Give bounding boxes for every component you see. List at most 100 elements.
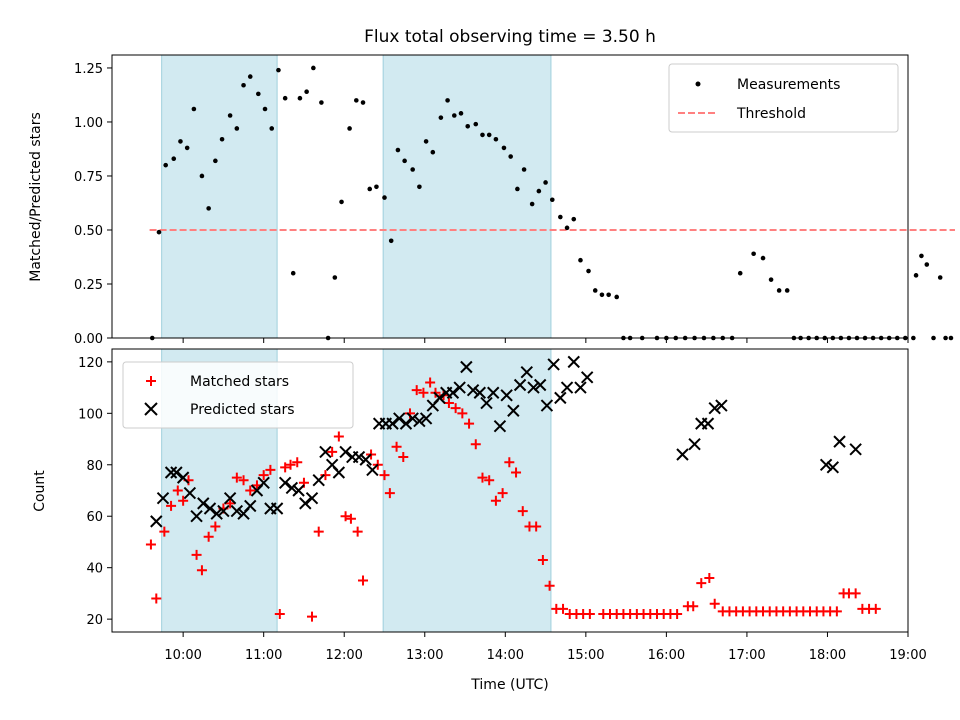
predicted-star-point	[819, 458, 833, 471]
predicted-star-point	[197, 497, 210, 510]
legend-matched-label: Matched stars	[190, 374, 289, 390]
bottom-y-axis: 20 40 60 80 100 120	[78, 356, 112, 628]
bottom-legend-box	[122, 361, 354, 429]
measurement-point	[543, 180, 548, 185]
matched-star-point	[340, 511, 351, 522]
matched-star-point	[464, 418, 475, 429]
x-tick-label: 10:00	[164, 648, 201, 663]
measurement-point	[262, 106, 268, 112]
measurement-point	[184, 145, 190, 151]
predicted-star-point	[299, 497, 312, 510]
predicted-star-point	[393, 412, 406, 425]
matched-star-point	[477, 472, 488, 483]
matched-star-point	[696, 578, 707, 589]
predicted-star-point	[319, 445, 332, 459]
x-tick-label: 14:00	[487, 648, 524, 663]
measurement-point	[564, 225, 570, 231]
matched-star-point	[470, 439, 481, 450]
matched-star-point	[391, 441, 402, 452]
predicted-star-point	[460, 360, 473, 374]
predicted-star-point	[480, 396, 493, 410]
predicted-star-point	[446, 386, 460, 399]
matched-star-point	[265, 464, 276, 475]
legend-predicted-label: Predicted stars	[190, 402, 295, 418]
matched-star-point	[457, 408, 468, 419]
measurement-point	[395, 147, 401, 153]
matched-star-point	[274, 608, 285, 619]
predicted-star-point	[312, 474, 325, 487]
x-tick-label: 11:00	[245, 648, 282, 663]
y-tick-label: 60	[86, 510, 103, 525]
predicted-star-point	[164, 466, 178, 479]
matched-star-point	[145, 539, 156, 550]
predicted-star-point	[203, 502, 217, 515]
matched-star-point	[280, 462, 291, 473]
predicted-star-point	[399, 417, 413, 430]
measurement-point	[911, 335, 916, 341]
measurement-point	[445, 98, 450, 103]
top-y-axis: 0.00 0.25 0.50 0.75 1.00 1.25	[74, 62, 112, 347]
top-legend: Measurements Threshold	[668, 63, 899, 133]
predicted-star-point	[466, 383, 480, 397]
y-tick-label: 1.25	[74, 62, 103, 77]
measurement-point	[501, 145, 507, 151]
predicted-star-point	[359, 453, 372, 466]
measurement-point	[213, 158, 218, 164]
x-tick-label: 15:00	[567, 648, 604, 663]
measurement-point	[354, 98, 359, 103]
y-tick-label: 0.75	[74, 170, 103, 185]
predicted-star-point	[849, 443, 862, 456]
matched-star-point	[709, 598, 720, 609]
legend-predicted-marker	[144, 402, 158, 416]
legend-matched-marker	[146, 376, 156, 386]
matched-star-point	[484, 475, 495, 486]
measurement-point	[768, 277, 774, 282]
measurement-point	[592, 288, 598, 293]
measurement-point	[776, 288, 782, 293]
measurement-point	[290, 270, 296, 276]
measurement-point	[493, 136, 499, 142]
top-axes-frame	[111, 54, 909, 339]
predicted-star-point	[547, 358, 560, 371]
predicted-star-point	[473, 386, 487, 399]
bottom-axes-frame	[111, 348, 909, 633]
measurement-point	[760, 255, 766, 261]
matched-star-point	[450, 403, 461, 414]
matched-star-point	[379, 470, 390, 481]
measurement-point	[737, 270, 743, 276]
matched-star-point	[517, 506, 528, 517]
matched-star-point	[172, 485, 183, 496]
measurement-point	[256, 91, 261, 97]
predicted-star-point	[270, 502, 284, 515]
y-tick-label: 80	[86, 459, 103, 474]
predicted-star-point	[217, 504, 230, 518]
matched-star-point	[238, 475, 249, 486]
bottom-x-axis: 10:00 11:00 12:00 13:00 14:00 15:00 16:00 17:00…	[164, 632, 927, 663]
measurement-point	[410, 167, 415, 172]
measurement-point	[423, 139, 429, 144]
top-legend-box	[668, 63, 899, 133]
matched-star-point	[870, 603, 881, 614]
legend-measurements-label: Measurements	[737, 77, 840, 93]
x-tick-label: 19:00	[889, 648, 926, 663]
predicted-star-point	[366, 463, 379, 477]
measurement-point	[347, 126, 352, 131]
matched-star-point	[531, 521, 542, 532]
predicted-star-point	[292, 484, 305, 497]
y-tick-label: 20	[86, 613, 103, 628]
matched-star-point	[537, 554, 548, 565]
predicted-star-point	[507, 404, 520, 417]
measurement-point	[480, 132, 485, 138]
matched-star-point	[320, 470, 331, 481]
y-tick-label: 120	[78, 356, 103, 371]
measurement-point	[417, 184, 422, 190]
predicted-star-point	[433, 391, 446, 405]
measurement-point	[339, 199, 344, 205]
measurement-point	[402, 158, 407, 164]
measurement-point	[614, 294, 620, 300]
measurement-point	[269, 126, 275, 131]
matched-star-point	[178, 495, 189, 506]
matched-star-point	[292, 457, 303, 468]
predicted-star-point	[285, 481, 299, 495]
